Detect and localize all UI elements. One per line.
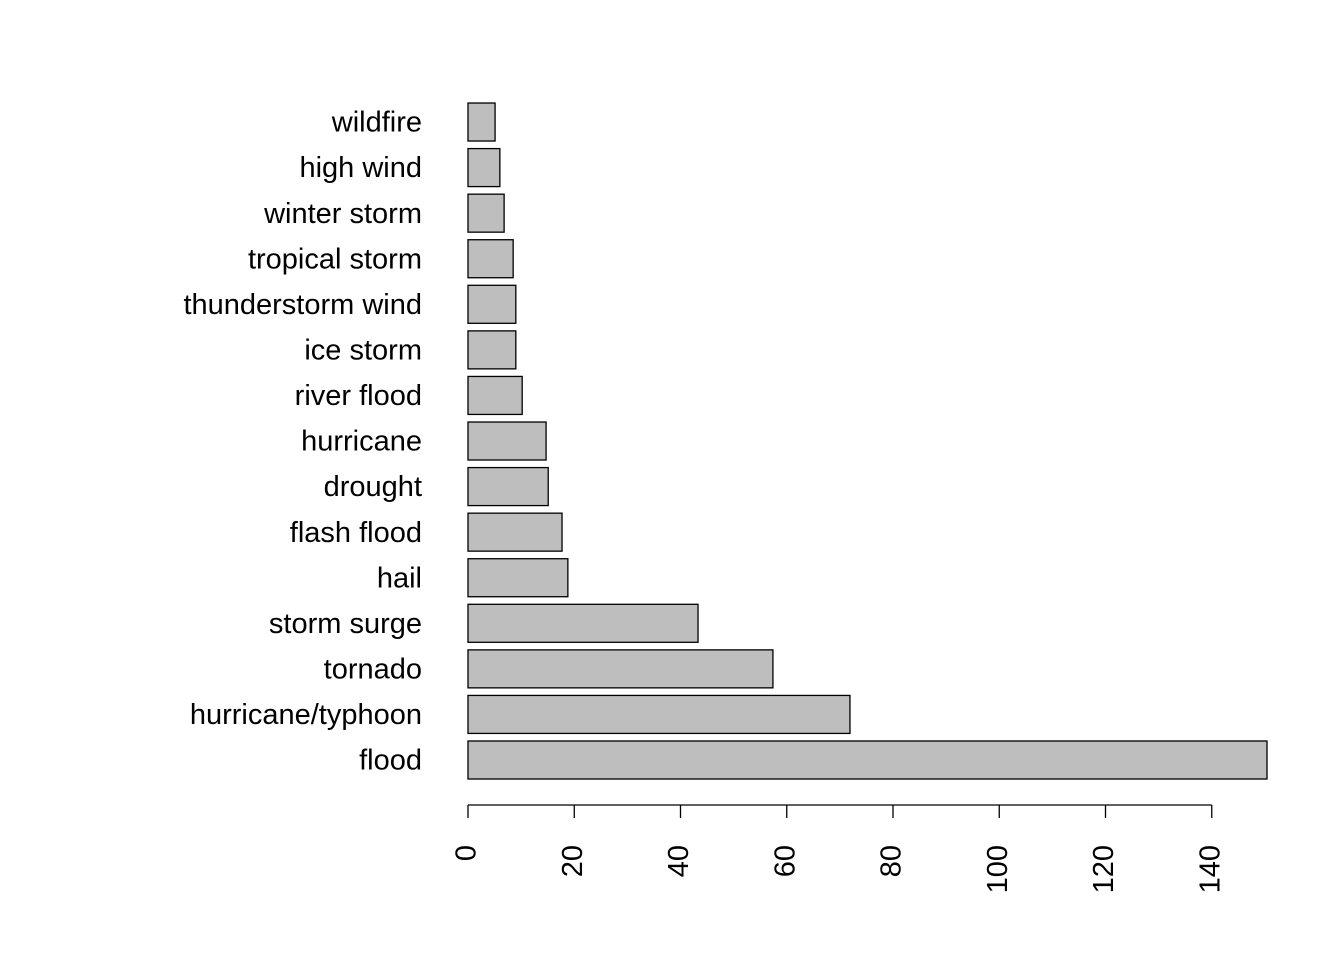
x-tick-label: 60	[769, 845, 801, 877]
bar	[467, 239, 514, 279]
y-tick-label: tropical storm	[248, 243, 422, 275]
y-tick-label: hurricane/typhoon	[190, 699, 422, 731]
y-tick-label: winter storm	[263, 198, 422, 230]
bar	[467, 102, 496, 142]
bar	[467, 694, 851, 735]
bar	[467, 740, 1268, 780]
x-tick-label: 40	[663, 845, 695, 877]
y-tick-label: river flood	[295, 380, 422, 412]
y-tick-label: flash flood	[290, 517, 422, 549]
x-tick-label: 140	[1194, 845, 1226, 893]
y-tick-label: hurricane	[301, 426, 422, 458]
bar	[467, 421, 547, 461]
x-tick-label: 100	[982, 845, 1014, 893]
y-tick-label: hail	[377, 562, 422, 594]
bar	[467, 330, 517, 370]
y-tick-label: flood	[359, 745, 422, 777]
bar	[467, 284, 517, 324]
x-tick-label: 20	[557, 845, 589, 877]
y-tick-label: wildfire	[331, 107, 422, 139]
y-tick-label: storm surge	[269, 608, 422, 640]
y-tick-label: tornado	[324, 654, 422, 686]
bar	[467, 558, 569, 598]
y-tick-label: ice storm	[304, 335, 422, 367]
bar	[467, 649, 774, 689]
y-tick-label: high wind	[299, 152, 422, 184]
y-tick-label: thunderstorm wind	[183, 289, 422, 321]
bar	[467, 603, 699, 643]
x-tick-label: 80	[876, 845, 908, 877]
x-tick-label: 120	[1088, 845, 1120, 893]
bar	[467, 375, 523, 416]
bar	[467, 512, 563, 552]
bar	[467, 147, 501, 188]
bar	[467, 193, 505, 233]
bar	[467, 466, 549, 507]
y-tick-label: drought	[324, 471, 422, 503]
x-tick-label: 0	[451, 845, 483, 861]
